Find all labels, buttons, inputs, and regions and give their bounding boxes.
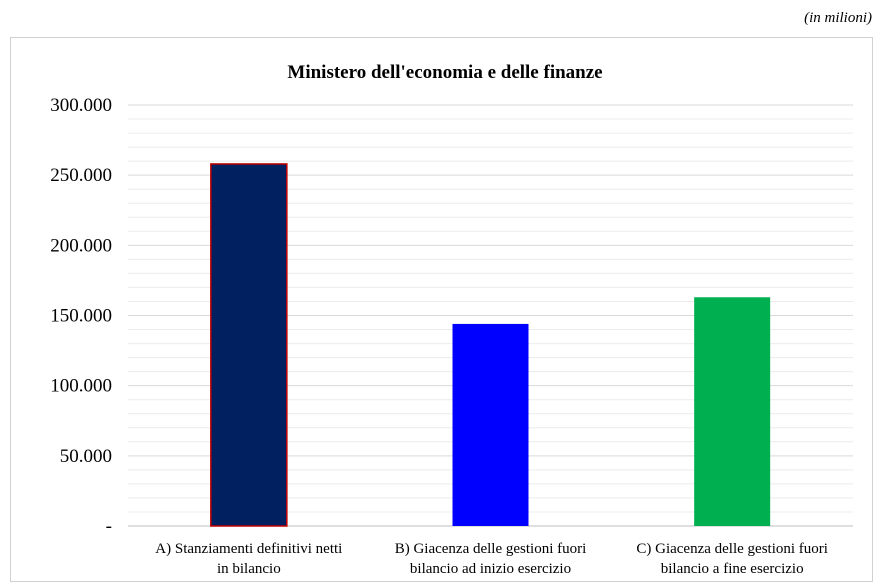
unit-note: (in milioni)	[804, 10, 872, 27]
y-tick-label: 250.000	[50, 165, 112, 186]
y-tick-label: 200.000	[50, 235, 112, 256]
x-category-label: in bilancio	[217, 561, 281, 577]
y-tick-label: 50.000	[60, 446, 112, 467]
y-tick-label: 300.000	[50, 95, 112, 116]
y-tick-label: -	[106, 516, 112, 537]
y-tick-label: 150.000	[50, 306, 112, 327]
bar-c	[694, 297, 771, 526]
x-category-label: B) Giacenza delle gestioni fuori	[395, 541, 587, 557]
bar-b	[452, 323, 529, 526]
chart-title: Ministero dell'economia e delle finanze	[287, 62, 602, 83]
x-category-label: bilancio a fine esercizio	[661, 561, 804, 577]
unit-note-text: (in milioni)	[804, 10, 872, 26]
x-category-label: C) Giacenza delle gestioni fuori	[636, 541, 828, 557]
x-category-label: bilancio ad inizio esercizio	[410, 561, 571, 577]
chart-border	[10, 37, 873, 582]
y-tick-label: 100.000	[50, 376, 112, 397]
x-category-label: A) Stanziamenti definitivi netti	[155, 541, 342, 557]
bar-a	[210, 163, 288, 527]
